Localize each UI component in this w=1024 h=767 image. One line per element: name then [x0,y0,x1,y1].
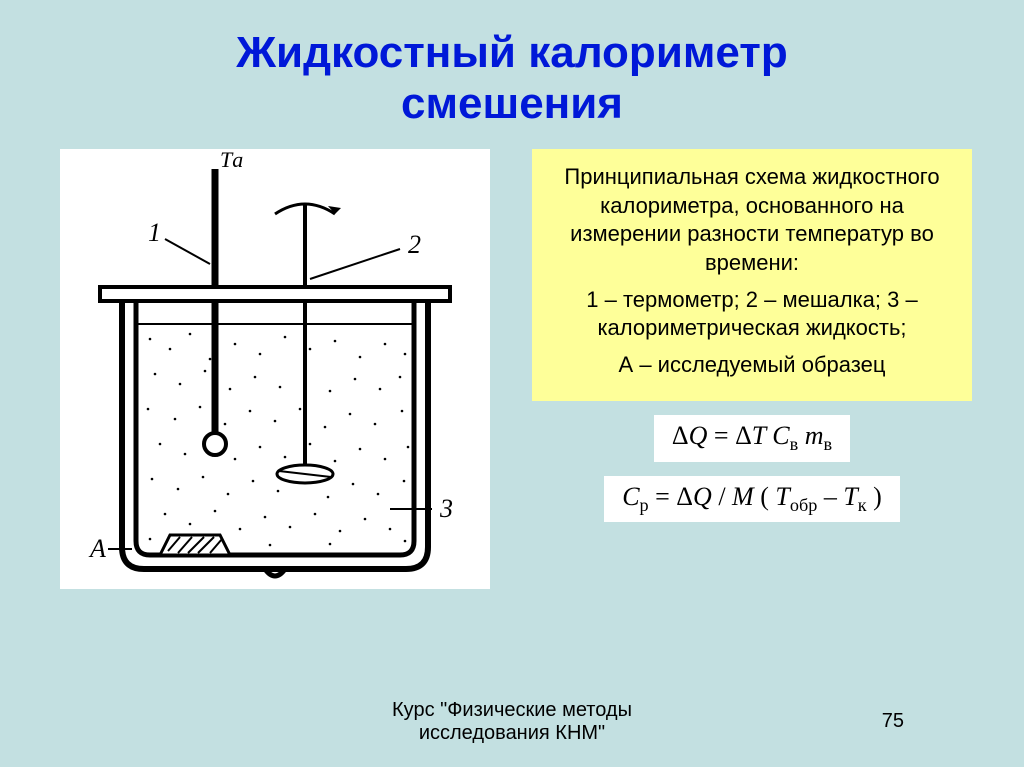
desc-legend-2: А – исследуемый образец [550,351,954,380]
slide-title: Жидкостный калориметр смешения [0,0,1024,129]
content-area: Tа 1 2 3 A Принципиальная схема жидкостн… [0,129,1024,589]
title-line-1: Жидкостный калориметр [236,28,787,77]
liquid-stipple [147,333,410,547]
formula-2: Cp = ΔQ / M ( Tобр – Tк ) [604,476,900,522]
label-1: 1 [148,218,161,247]
label-A: A [88,534,106,563]
calorimeter-diagram: Tа 1 2 3 A [60,149,490,589]
title-line-2: смешения [401,79,623,128]
footer: Курс "Физические методы исследования КНМ… [0,699,1024,745]
page-number: 75 [882,710,904,733]
formula-1: ΔΔQQ = ΔT Cв mв [654,415,850,461]
desc-intro: Принципиальная схема жидкостного калорим… [550,163,954,277]
label-top: Tа [220,149,243,172]
description-box: Принципиальная схема жидкостного калорим… [532,149,972,401]
label-3: 3 [439,494,453,523]
desc-legend: 1 – термометр; 2 – мешалка; 3 – калориме… [550,286,954,343]
footer-line-1: Курс "Физические методы [392,699,632,721]
label-2: 2 [408,230,421,259]
calorimeter-svg: Tа 1 2 3 A [60,149,490,589]
right-column: Принципиальная схема жидкостного калорим… [520,149,984,589]
footer-line-2: исследования КНМ" [419,722,605,744]
